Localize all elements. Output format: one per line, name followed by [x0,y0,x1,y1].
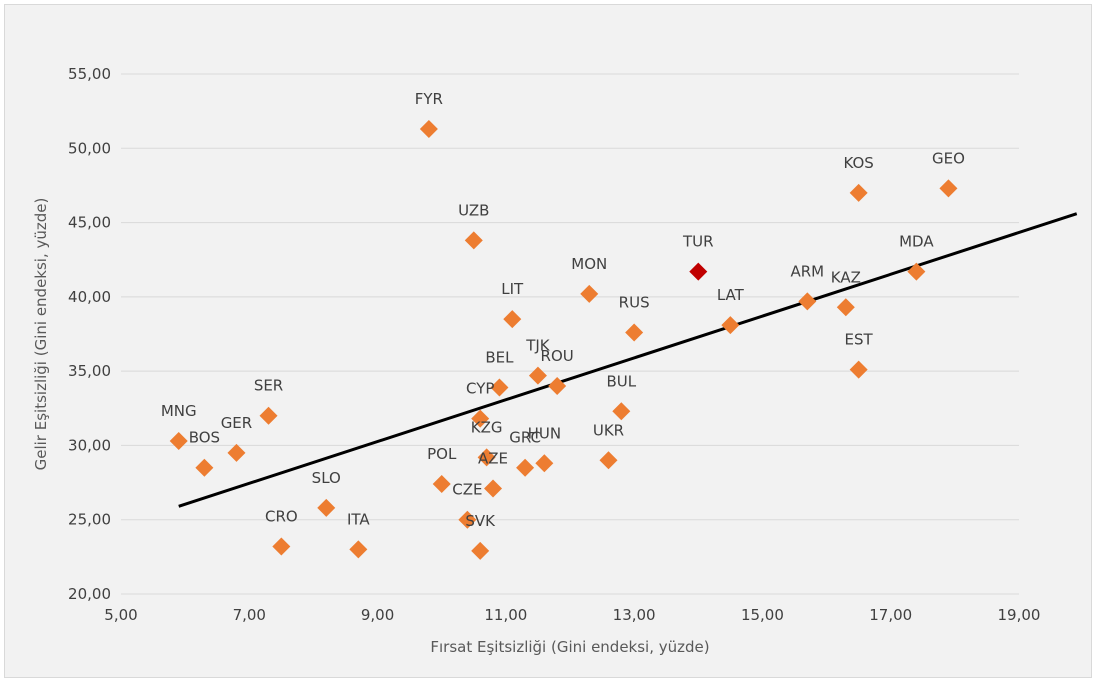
data-point-lat [721,316,740,335]
data-point-tjk [528,366,547,385]
data-label-cze: CZE [452,481,482,499]
data-label-bos: BOS [189,429,220,447]
data-point-mda [907,262,926,281]
y-axis-ticks: 20,00 25,00 30,00 35,00 40,00 45,00 50,00 55,00 [68,65,111,603]
x-axis-title: Fırsat Eşitsizliği (Gini endeksi, yüzde) [430,638,709,656]
data-label-arm: ARM [791,262,825,280]
y-tick-label: 20,00 [68,585,111,603]
data-point-grc [516,458,535,477]
y-tick-label: 50,00 [68,139,111,157]
data-label-grc: GRC [509,429,541,447]
data-labels: FYR KOS GEO UZB TUR MDA MON ARM KAZ LIT LAT RUS EST T… [161,90,965,530]
data-point-cyp [471,409,490,428]
data-points [169,119,958,560]
y-axis-title: Gelir Eşitsizliği (Gini endeksi, yüzde) [32,198,50,471]
data-point-mng [169,431,188,450]
data-label-svk: SVK [465,512,496,530]
chart-area [4,4,1092,678]
data-label-lit: LIT [501,280,524,298]
x-tick-label: 15,00 [741,606,784,624]
data-label-cro: CRO [265,507,298,525]
x-tick-label: 13,00 [613,606,656,624]
x-axis-ticks: 5,00 7,00 9,00 11,00 13,00 15,00 17,00 19,00 [104,606,1040,624]
data-point-kaz [836,298,855,317]
data-point-rus [625,323,644,342]
x-tick-label: 7,00 [233,606,266,624]
data-point-bel [490,378,509,397]
data-point-tur [689,262,708,281]
data-label-uzb: UZB [458,201,489,219]
data-point-lit [503,310,522,329]
y-tick-label: 25,00 [68,511,111,529]
data-label-kos: KOS [843,154,873,172]
data-point-est [849,360,868,379]
y-tick-label: 40,00 [68,288,111,306]
data-label-mon: MON [571,255,607,273]
data-label-ita: ITA [347,510,370,528]
data-point-slo [317,498,336,517]
y-tick-label: 30,00 [68,436,111,454]
data-point-svk [471,541,490,560]
data-label-pol: POL [427,445,457,463]
data-point-mon [580,284,599,303]
data-point-ukr [599,451,618,470]
x-tick-label: 11,00 [484,606,527,624]
data-label-mda: MDA [899,233,934,251]
data-label-est: EST [845,331,874,349]
data-label-bul: BUL [606,372,636,390]
data-label-slo: SLO [312,469,341,487]
data-point-uzb [464,231,483,250]
y-tick-label: 35,00 [68,362,111,380]
data-label-tjk: TJK [525,337,551,355]
data-label-hun: HUN [528,424,561,442]
data-point-ger [227,443,246,462]
data-label-ser: SER [254,377,283,395]
data-label-ukr: UKR [593,421,624,439]
data-label-lat: LAT [717,286,745,304]
data-point-kzg [477,448,496,467]
y-tick-label: 55,00 [68,65,111,83]
data-point-arm [798,292,817,311]
data-label-ger: GER [221,414,253,432]
data-point-kos [849,183,868,202]
trendline [178,212,1078,508]
data-point-bos [195,458,214,477]
data-label-fyr: FYR [415,90,443,108]
data-label-rus: RUS [619,294,650,312]
data-label-aze: AZE [478,450,508,468]
data-point-pol [432,475,451,494]
data-point-ita [349,540,368,559]
x-tick-label: 9,00 [361,606,394,624]
data-label-cyp: CYP [466,380,494,398]
data-point-hun [535,454,554,473]
data-label-geo: GEO [932,149,965,167]
y-tick-label: 45,00 [68,214,111,232]
data-point-bul [612,402,631,421]
data-point-cro [272,537,291,556]
x-tick-label: 19,00 [998,606,1041,624]
data-label-kzg: KZG [471,418,503,436]
data-point-rou [548,377,567,395]
data-point-fyr [419,119,438,138]
x-tick-label: 17,00 [869,606,912,624]
data-point-cze [458,510,477,529]
x-tick-label: 5,00 [104,606,137,624]
data-point-geo [939,179,958,198]
data-label-kaz: KAZ [831,268,861,286]
data-point-ser [259,406,278,425]
data-label-rou: ROU [541,347,574,365]
data-point-aze [484,479,503,498]
data-label-tur: TUR [682,233,714,251]
data-label-mng: MNG [161,402,197,420]
data-label-bel: BEL [485,348,514,366]
gridlines [121,73,1019,595]
